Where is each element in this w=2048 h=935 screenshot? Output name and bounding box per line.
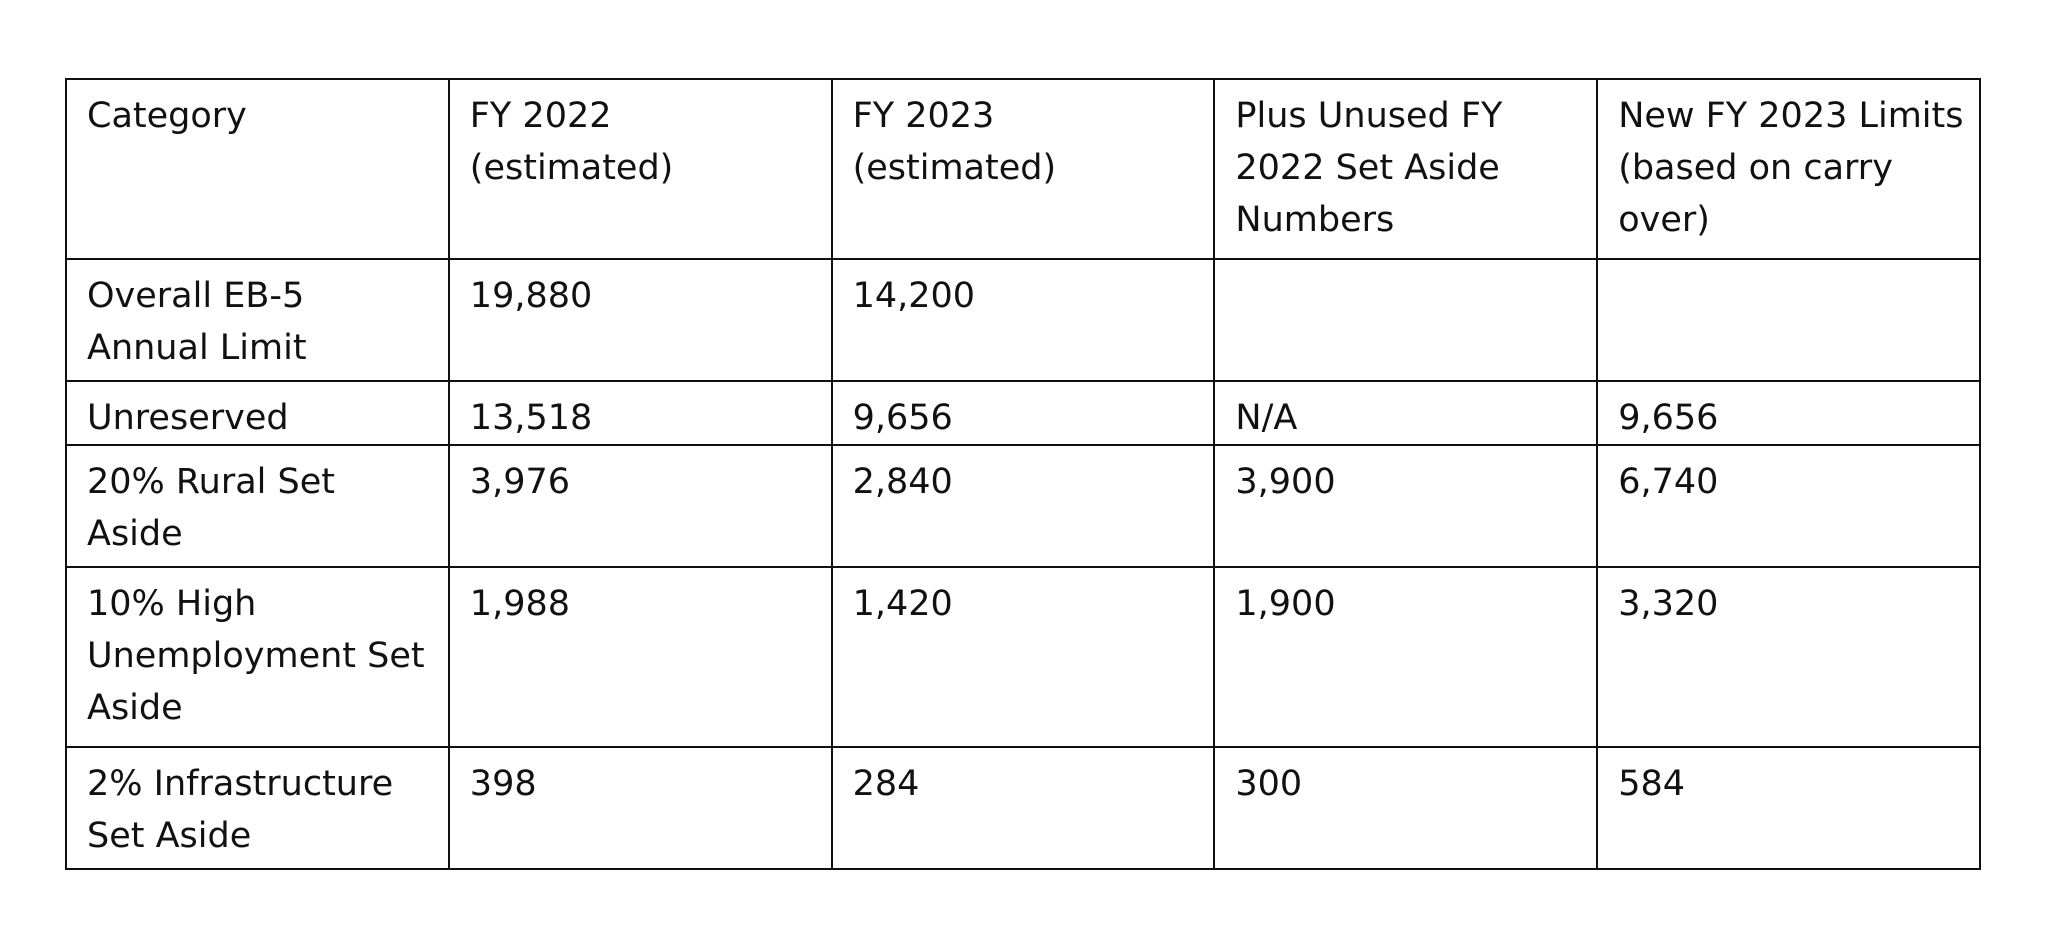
category-cell: Unreserved bbox=[65, 380, 450, 446]
new-fy2023-limit-cell: 9,656 bbox=[1596, 380, 1981, 446]
unused-fy2022-cell bbox=[1213, 258, 1599, 382]
unused-fy2022-cell: 3,900 bbox=[1213, 444, 1599, 568]
fy2023-cell: 2,840 bbox=[830, 444, 1216, 568]
new-fy2023-limit-cell: 584 bbox=[1596, 746, 1981, 870]
fy2022-cell: 13,518 bbox=[447, 380, 833, 446]
header-row: Category FY 2022 (estimated) FY 2023 (es… bbox=[65, 78, 1981, 260]
header-cell-fy2022: FY 2022 (estimated) bbox=[447, 78, 833, 260]
table-row: 2% Infrastructure Set Aside 398 284 300 … bbox=[65, 746, 1981, 870]
fy2023-cell: 284 bbox=[830, 746, 1216, 870]
unused-fy2022-cell: N/A bbox=[1213, 380, 1599, 446]
fy2023-cell: 9,656 bbox=[830, 380, 1216, 446]
table-row: Overall EB-5 Annual Limit 19,880 14,200 bbox=[65, 258, 1981, 382]
category-cell: 10% High Unemployment Set Aside bbox=[65, 566, 450, 748]
eb5-limits-table-container: Category FY 2022 (estimated) FY 2023 (es… bbox=[65, 78, 1981, 870]
new-fy2023-limit-cell: 3,320 bbox=[1596, 566, 1981, 748]
table-row: Unreserved 13,518 9,656 N/A 9,656 bbox=[65, 380, 1981, 446]
category-cell: Overall EB-5 Annual Limit bbox=[65, 258, 450, 382]
fy2023-cell: 1,420 bbox=[830, 566, 1216, 748]
table-row: 10% High Unemployment Set Aside 1,988 1,… bbox=[65, 566, 1981, 748]
fy2022-cell: 398 bbox=[447, 746, 833, 870]
header-cell-category: Category bbox=[65, 78, 450, 260]
fy2023-cell: 14,200 bbox=[830, 258, 1216, 382]
eb5-limits-table: Category FY 2022 (estimated) FY 2023 (es… bbox=[65, 78, 1981, 870]
header-cell-new-fy2023-limits: New FY 2023 Limits (based on carry over) bbox=[1596, 78, 1981, 260]
unused-fy2022-cell: 1,900 bbox=[1213, 566, 1599, 748]
new-fy2023-limit-cell bbox=[1596, 258, 1981, 382]
unused-fy2022-cell: 300 bbox=[1213, 746, 1599, 870]
fy2022-cell: 1,988 bbox=[447, 566, 833, 748]
fy2022-cell: 19,880 bbox=[447, 258, 833, 382]
header-cell-fy2023: FY 2023 (estimated) bbox=[830, 78, 1216, 260]
category-cell: 20% Rural Set Aside bbox=[65, 444, 450, 568]
header-cell-unused-fy2022: Plus Unused FY 2022 Set Aside Numbers bbox=[1213, 78, 1599, 260]
table-row: 20% Rural Set Aside 3,976 2,840 3,900 6,… bbox=[65, 444, 1981, 568]
new-fy2023-limit-cell: 6,740 bbox=[1596, 444, 1981, 568]
category-cell: 2% Infrastructure Set Aside bbox=[65, 746, 450, 870]
fy2022-cell: 3,976 bbox=[447, 444, 833, 568]
